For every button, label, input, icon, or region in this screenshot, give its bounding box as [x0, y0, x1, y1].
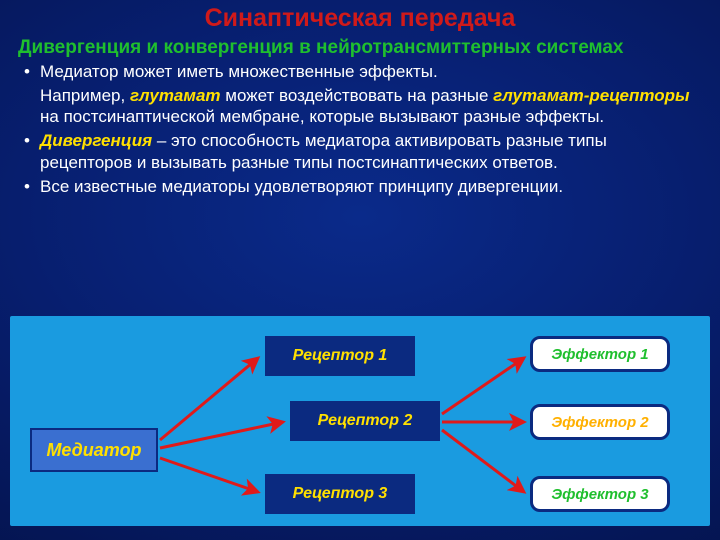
bullet-1: Медиатор может иметь множественные эффек… [18, 61, 702, 83]
node-receptor-2: Рецептор 2 [290, 401, 440, 441]
text: на постсинаптической мембране, которые в… [40, 107, 604, 126]
arrow-1 [160, 358, 258, 440]
receptor-label: Рецептор 2 [318, 412, 413, 430]
node-effector-1: Эффектор 1 [530, 336, 670, 372]
effector-label: Эффектор 2 [551, 414, 648, 431]
diagram-panel: Медиатор Рецептор 1Рецептор 2Рецептор 3 … [10, 316, 710, 526]
highlight-glutamate: глутамат [130, 86, 221, 105]
arrow-4 [442, 358, 524, 414]
bullet-3: Все известные медиаторы удовлетворяют пр… [18, 176, 702, 198]
arrow-3 [160, 458, 258, 492]
node-effector-2: Эффектор 2 [530, 404, 670, 440]
text: может воздействовать на разные [221, 86, 494, 105]
mediator-label: Медиатор [46, 440, 141, 461]
bullet-1-continuation: Например, глутамат может воздействовать … [18, 85, 702, 129]
node-mediator: Медиатор [30, 428, 158, 472]
node-receptor-3: Рецептор 3 [265, 474, 415, 514]
body-text: Медиатор может иметь множественные эффек… [0, 61, 720, 198]
slide: Синаптическая передача Дивергенция и кон… [0, 0, 720, 540]
effector-label: Эффектор 1 [551, 346, 648, 363]
node-receptor-1: Рецептор 1 [265, 336, 415, 376]
receptor-label: Рецептор 1 [293, 347, 388, 365]
bullet-2: Дивергенция – это способность медиатора … [18, 130, 702, 174]
receptor-label: Рецептор 3 [293, 485, 388, 503]
arrow-6 [442, 430, 524, 492]
arrow-2 [160, 422, 283, 448]
slide-title: Синаптическая передача [0, 0, 720, 33]
slide-subtitle: Дивергенция и конвергенция в нейротрансм… [0, 33, 720, 61]
node-effector-3: Эффектор 3 [530, 476, 670, 512]
highlight-glutamate-receptors: глутамат-рецепторы [493, 86, 689, 105]
text: Например, [40, 86, 130, 105]
highlight-divergence: Дивергенция [40, 131, 152, 150]
effector-label: Эффектор 3 [551, 486, 648, 503]
